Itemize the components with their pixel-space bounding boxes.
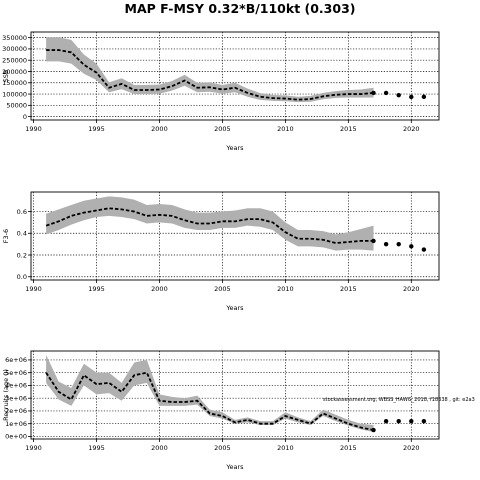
x-tick-label-2: 2000 (151, 285, 168, 293)
forecast-point-1 (383, 90, 389, 96)
x-tick-label-6: 2020 (403, 444, 420, 452)
forecast-point-4 (421, 94, 427, 99)
estimate-line (45, 371, 374, 431)
x-tick-label-3: 2005 (214, 444, 231, 452)
x-tick-label-4: 2010 (277, 125, 294, 133)
plot-frame (30, 191, 440, 281)
x-axis-label: Years (225, 304, 244, 312)
y-tick-label-3: 0.6 (17, 208, 27, 216)
f-panel: 1990 1995 2000 2005 2010 2015 2020 0.0 0.2 0.4 0.6… (2, 191, 440, 312)
estimate-line (45, 207, 374, 244)
x-tick-label-1: 1995 (88, 444, 105, 452)
forecast-point-1 (383, 241, 389, 247)
forecast-point-2 (396, 92, 401, 98)
x-tick-label-2: 2000 (151, 125, 168, 133)
y-tick-label-3: 150000 (2, 79, 27, 87)
x-axis-label: Years (225, 463, 244, 471)
estimate-line (46, 49, 374, 101)
y-tick-label-3: 3e+06 (5, 394, 27, 402)
x-tick-label-3: 2005 (214, 125, 231, 133)
ssb-panel: 1990 1995 2000 2005 2010 2015 2020 0 50000 100000… (2, 31, 440, 152)
y-tick-label-1: 1e+06 (5, 420, 27, 428)
y-tick-label-0: 0 (23, 113, 27, 121)
x-tick-label-1: 1995 (88, 125, 105, 133)
forecast-point-0 (371, 427, 376, 433)
y-tick-label-2: 2e+06 (5, 407, 27, 415)
x-tick-label-4: 2010 (277, 285, 294, 293)
x-tick-label-5: 2015 (340, 125, 357, 133)
forecast-point-3 (409, 244, 414, 249)
forecast-point-2 (396, 418, 401, 424)
x-tick-label-5: 2015 (340, 285, 357, 293)
y-tick-label-2: 100000 (2, 90, 27, 98)
y-tick-label-1: 0.2 (17, 251, 27, 259)
forecast-point-2 (396, 241, 401, 247)
x-tick-label-0: 1990 (25, 285, 42, 293)
recruits-panel: 1990 1995 2000 2005 2010 2015 2020 0e+00 1e+06 2e… (2, 350, 440, 471)
y-axis-label: SSB (2, 70, 10, 83)
plot-frame (30, 350, 440, 440)
x-axis-label: Years (225, 144, 244, 152)
x-tick-label-1: 1995 (88, 285, 105, 293)
figure-title: MAP F-MSY 0.32*B/110kt (0.303) (125, 1, 356, 16)
forecast-point-0 (371, 90, 376, 96)
plot-frame (30, 31, 440, 121)
y-tick-label-6: 300000 (2, 45, 27, 53)
confidence-band (46, 196, 374, 251)
forecast-point-3 (409, 94, 414, 100)
forecast-point-3 (409, 418, 414, 424)
y-tick-label-2: 0.4 (17, 230, 27, 238)
y-tick-label-0: 0.0 (17, 273, 27, 281)
forecast-point-0 (371, 238, 376, 244)
forecast-point-4 (421, 418, 427, 424)
y-tick-label-4: 200000 (2, 68, 27, 76)
y-tick-label-6: 6e+06 (5, 356, 27, 364)
y-tick-label-5: 5e+06 (5, 369, 27, 377)
x-tick-label-0: 1990 (25, 125, 42, 133)
y-tick-label-1: 50000 (6, 102, 27, 110)
x-tick-label-6: 2020 (403, 285, 420, 293)
y-tick-label-4: 4e+06 (5, 382, 27, 390)
confidence-band (46, 37, 374, 103)
x-tick-label-6: 2020 (403, 125, 420, 133)
forecast-point-1 (383, 418, 389, 424)
y-axis-label: Recruits (age 0) (2, 369, 10, 421)
y-tick-label-0: 0e+00 (5, 433, 27, 441)
x-tick-label-3: 2005 (214, 285, 231, 293)
x-tick-label-4: 2010 (277, 444, 294, 452)
source-annotation: stockassessment.org, WBSS_HAWG_2018, f18… (323, 397, 475, 403)
y-tick-label-5: 250000 (2, 57, 27, 65)
confidence-band (46, 354, 374, 432)
x-tick-label-5: 2015 (340, 444, 357, 452)
y-tick-label-7: 350000 (2, 34, 27, 42)
y-axis-label: F3-6 (2, 229, 10, 243)
forecast-point-4 (421, 247, 427, 252)
x-tick-label-2: 2000 (151, 444, 168, 452)
x-tick-label-0: 1990 (25, 444, 42, 452)
